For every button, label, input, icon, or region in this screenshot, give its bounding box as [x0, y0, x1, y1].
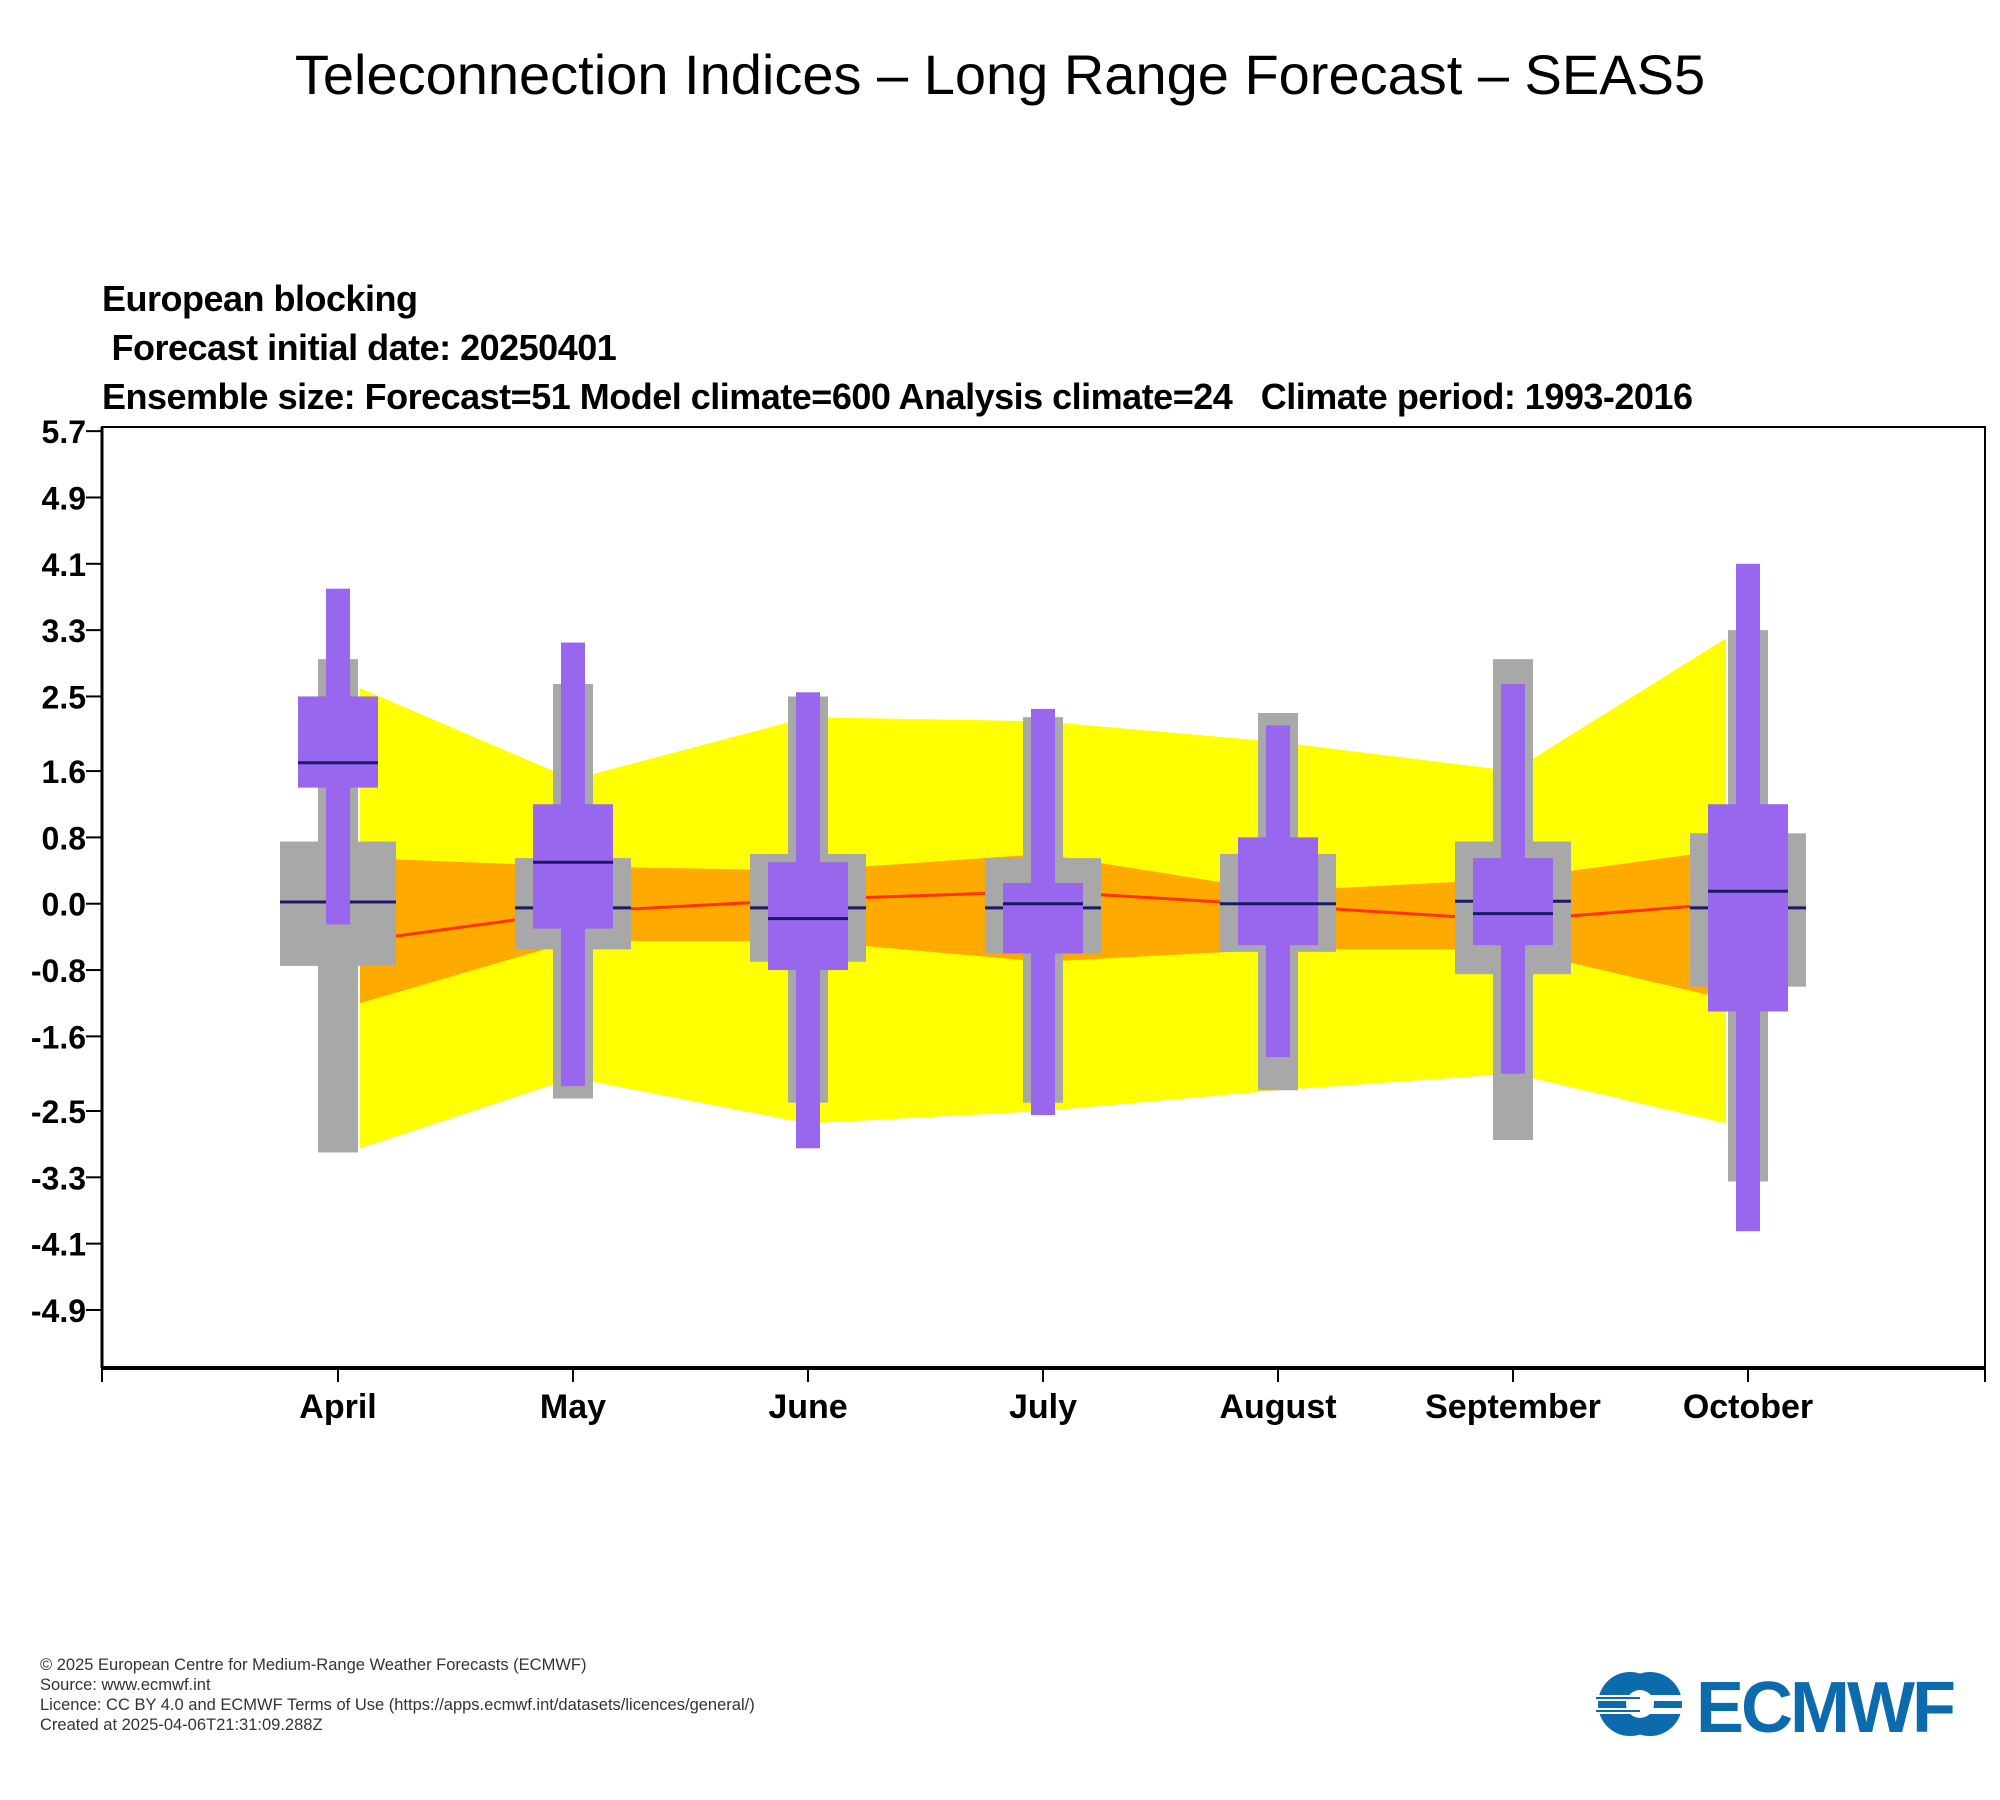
y-tick-label-4: 2.5 [42, 679, 86, 715]
y-tick-label-6: 0.8 [42, 820, 86, 856]
x-tick-label-september: September [1425, 1388, 1601, 1426]
y-tick-label-7: 0.0 [42, 887, 86, 923]
y-tick-label-9: -1.6 [31, 1019, 86, 1055]
chart-subtitle-ensemble: Ensemble size: Forecast=51 Model climate… [102, 376, 1693, 417]
page-title: Teleconnection Indices – Long Range Fore… [294, 43, 1706, 106]
chart: April May June July August September October 5.… [31, 414, 1986, 1426]
y-tick-label-12: -4.1 [31, 1227, 86, 1263]
x-tick-label-april: April [299, 1388, 376, 1426]
chart-subtitle-index: European blocking [102, 278, 418, 319]
y-tick-label-1: 4.9 [42, 480, 86, 516]
footer: © 2025 European Centre for Medium-Range … [40, 1655, 755, 1735]
footer-licence: Licence: CC BY 4.0 and ECMWF Terms of Us… [40, 1696, 755, 1714]
y-tick-label-2: 4.1 [42, 547, 86, 583]
ecmwf-logo: ECMWF [1596, 1668, 1957, 1744]
y-tick-label-8: -0.8 [31, 953, 86, 989]
y-tick-label-10: -2.5 [31, 1094, 86, 1130]
x-tick-label-may: May [540, 1388, 606, 1426]
chart-subtitle-date: Forecast initial date: 20250401 [102, 327, 617, 368]
forecast-box-august [1238, 837, 1318, 946]
forecast-box-june [768, 862, 848, 971]
footer-created: Created at 2025-04-06T21:31:09.288Z [40, 1716, 323, 1734]
x-tick-label-october: October [1683, 1388, 1813, 1426]
footer-source: Source: www.ecmwf.int [40, 1676, 211, 1694]
x-tick-label-august: August [1219, 1388, 1336, 1426]
forecast-box-september [1473, 858, 1553, 946]
y-tick-label-0: 5.7 [42, 414, 86, 450]
x-tick-label-june: June [768, 1388, 847, 1426]
ecmwf-logo-icon [1596, 1672, 1686, 1736]
forecast-box-april [298, 696, 378, 788]
footer-copyright: © 2025 European Centre for Medium-Range … [40, 1656, 587, 1674]
forecast-box-july [1003, 882, 1083, 954]
y-tick-label-11: -3.3 [31, 1160, 86, 1196]
y-tick-label-5: 1.6 [42, 754, 86, 790]
x-tick-label-july: July [1009, 1388, 1077, 1426]
forecast-box-october [1708, 804, 1788, 1012]
y-tick-label-13: -4.9 [31, 1293, 86, 1329]
ecmwf-logo-text: ECMWF [1696, 1668, 1954, 1744]
y-tick-label-3: 3.3 [42, 613, 86, 649]
forecast-box-may [533, 804, 613, 929]
